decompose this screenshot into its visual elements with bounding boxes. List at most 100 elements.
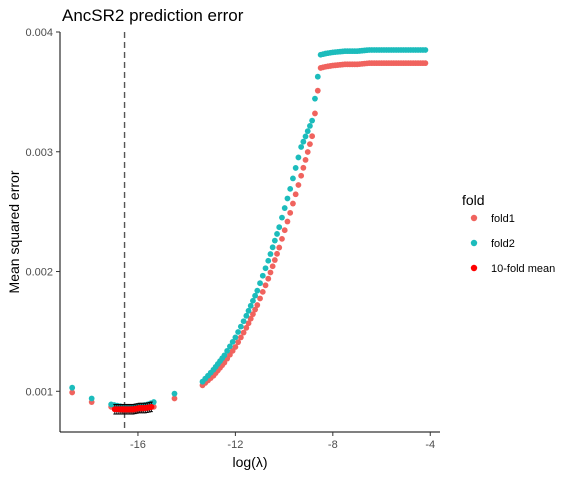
data-point	[259, 272, 266, 279]
data-point	[287, 185, 294, 192]
data-point	[312, 95, 318, 102]
y-axis-label: Mean squared error	[6, 170, 22, 293]
data-point	[307, 141, 313, 147]
data-point	[257, 280, 263, 287]
data-point	[300, 164, 307, 171]
data-point	[267, 269, 274, 276]
data-point	[298, 172, 305, 179]
legend-items: fold1 fold2 10-fold mean	[470, 213, 555, 275]
data-point	[252, 306, 259, 313]
y-tick-label: 0.004	[25, 27, 53, 39]
data-point	[284, 195, 291, 202]
data-point	[292, 165, 299, 171]
series-fold1	[69, 60, 429, 414]
data-point	[279, 214, 285, 221]
data-point	[276, 244, 283, 251]
data-point	[171, 390, 178, 397]
data-point	[247, 315, 254, 322]
data-point	[269, 244, 276, 251]
legend-item: fold1	[470, 213, 515, 225]
data-point	[232, 334, 239, 341]
data-point	[245, 320, 252, 327]
data-point	[298, 144, 305, 150]
legend-swatch	[470, 214, 478, 222]
data-point	[276, 224, 283, 231]
data-point	[259, 288, 266, 295]
legend-swatch	[470, 264, 478, 272]
data-point	[281, 205, 288, 211]
data-point	[284, 218, 291, 225]
data-point	[271, 257, 278, 263]
data-point	[271, 237, 278, 244]
data-point	[262, 265, 269, 272]
data-point	[290, 175, 296, 182]
data-point	[221, 352, 228, 359]
legend-label: 10-fold mean	[491, 263, 555, 275]
x-tick-label: -4	[425, 439, 435, 451]
data-point	[252, 292, 259, 299]
data-point	[250, 297, 256, 304]
data-point	[232, 344, 239, 350]
legend-title: fold	[462, 192, 485, 208]
data-point	[265, 275, 272, 282]
data-point	[235, 329, 242, 335]
data-point	[224, 347, 231, 354]
data-point	[295, 182, 302, 188]
data-point	[267, 251, 274, 257]
legend-label: fold2	[491, 238, 515, 250]
data-point	[422, 47, 429, 53]
y-ticks: 0.001 0.002 0.003 0.004	[25, 27, 60, 398]
data-point	[292, 191, 299, 198]
data-point	[254, 302, 261, 308]
data-point	[304, 149, 311, 155]
legend-swatch	[470, 239, 478, 247]
legend: fold fold1 fold2 10-fold mean	[462, 192, 555, 275]
chart-title: AncSR2 prediction error	[62, 6, 244, 25]
x-axis-label: log(λ)	[232, 454, 267, 470]
y-tick-label: 0.001	[25, 386, 53, 398]
data-point	[69, 384, 76, 391]
data-point	[304, 128, 311, 135]
data-point	[300, 138, 307, 145]
data-point	[148, 403, 155, 410]
axes: -16 -12 -8 -4 0.001 0.002 0.003 0.004	[25, 27, 440, 451]
data-point	[245, 307, 252, 314]
data-points	[69, 47, 429, 415]
data-point	[227, 343, 233, 350]
data-point	[235, 339, 242, 346]
data-point	[314, 73, 321, 80]
data-point	[287, 209, 294, 216]
data-point	[281, 227, 288, 234]
data-point	[69, 389, 76, 396]
data-point	[302, 157, 309, 163]
data-point	[257, 295, 263, 302]
data-point	[150, 399, 157, 405]
data-point	[302, 133, 309, 140]
data-point	[309, 117, 316, 124]
data-point	[237, 323, 244, 330]
data-point	[295, 154, 302, 161]
x-tick-label: -8	[328, 439, 338, 451]
data-point	[240, 329, 247, 336]
data-point	[314, 87, 321, 94]
data-point	[247, 302, 254, 309]
data-point	[274, 231, 280, 237]
data-point	[237, 334, 244, 341]
legend-item: fold2	[470, 238, 515, 250]
data-point	[269, 263, 276, 270]
data-point	[243, 324, 250, 331]
data-point	[309, 133, 316, 140]
data-point	[254, 287, 261, 294]
data-point	[290, 200, 296, 207]
data-point	[240, 318, 247, 325]
series-fold2	[69, 47, 429, 410]
data-point	[422, 60, 429, 67]
data-point	[274, 250, 280, 257]
data-point	[312, 110, 318, 117]
legend-item: 10-fold mean	[470, 263, 555, 275]
plot-area	[69, 32, 429, 432]
data-point	[265, 257, 272, 264]
legend-label: fold1	[491, 213, 515, 225]
data-point	[307, 122, 313, 129]
